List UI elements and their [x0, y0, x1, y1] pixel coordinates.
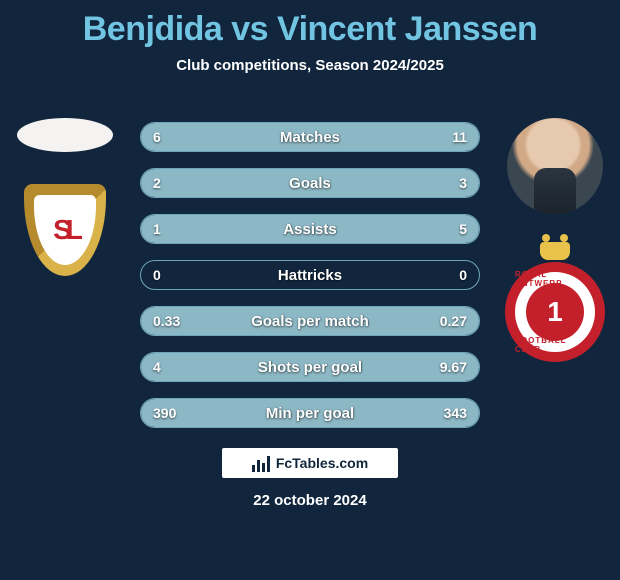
crest-right-number: 1 — [526, 283, 584, 341]
stat-value-right: 0 — [459, 267, 467, 283]
stat-label: Hattricks — [141, 267, 479, 284]
stat-value-right: 11 — [452, 129, 467, 145]
stat-value-right: 343 — [444, 405, 467, 421]
stat-label: Goals per match — [141, 313, 479, 330]
crest-left-letters: SL — [53, 214, 77, 246]
avatar-right — [507, 118, 603, 214]
stat-row: 0.33Goals per match0.27 — [140, 306, 480, 336]
stat-label: Min per goal — [141, 405, 479, 422]
stat-value-right: 5 — [459, 221, 467, 237]
page-title: Benjdida vs Vincent Janssen — [0, 10, 620, 49]
stats-bars-container: 6Matches11 2Goals3 1Assists5 0Hattricks0 0.3… — [140, 122, 480, 444]
player-right-column: ROYAL ANTWERP 1 FOOTBALL CLUB — [500, 118, 610, 370]
crown-icon — [540, 242, 570, 260]
stat-row: 390Min per goal343 — [140, 398, 480, 428]
stat-label: Goals — [141, 175, 479, 192]
stat-row: 0Hattricks0 — [140, 260, 480, 290]
stat-row: 1Assists5 — [140, 214, 480, 244]
stat-label: Matches — [141, 129, 479, 146]
stat-value-right: 3 — [459, 175, 467, 191]
stat-row: 4Shots per goal9.67 — [140, 352, 480, 382]
club-crest-right: ROYAL ANTWERP 1 FOOTBALL CLUB — [500, 242, 610, 370]
stat-row: 6Matches11 — [140, 122, 480, 152]
brand-text: FcTables.com — [276, 455, 368, 471]
stat-label: Assists — [141, 221, 479, 238]
crest-right-text-top: ROYAL ANTWERP — [515, 270, 595, 288]
footer-date: 22 october 2024 — [0, 492, 620, 509]
avatar-placeholder-left — [17, 118, 113, 152]
club-crest-left: SL — [24, 184, 106, 276]
crest-right-text-bot: FOOTBALL CLUB — [515, 336, 595, 354]
player-left-column: SL — [10, 118, 120, 276]
page-subtitle: Club competitions, Season 2024/2025 — [0, 57, 620, 74]
stat-label: Shots per goal — [141, 359, 479, 376]
stat-value-right: 9.67 — [440, 359, 467, 375]
brand-logo[interactable]: FcTables.com — [222, 448, 398, 478]
stat-row: 2Goals3 — [140, 168, 480, 198]
stat-value-right: 0.27 — [440, 313, 467, 329]
bar-chart-icon — [252, 454, 270, 472]
